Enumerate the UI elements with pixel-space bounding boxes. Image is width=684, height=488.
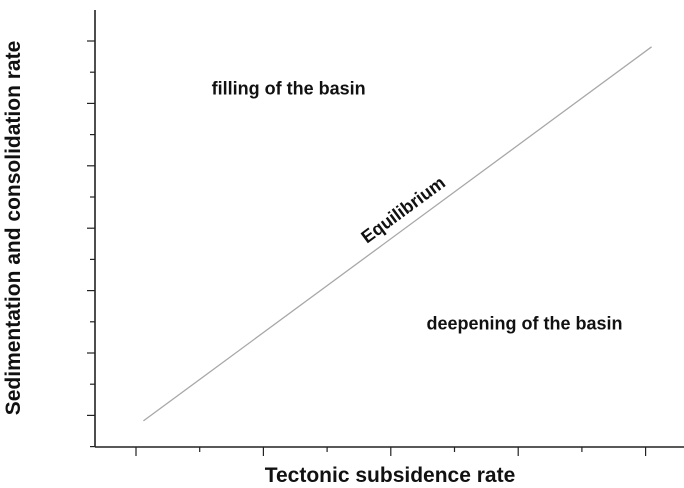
axes [87,10,684,456]
region-label-deepening: deepening of the basin [426,314,622,334]
region-label-filling: filling of the basin [212,79,366,99]
x-ticks [135,447,647,456]
series-layer [143,46,652,422]
y-ticks [87,40,95,448]
series-line-0 [143,46,652,422]
x-axis-title: Tectonic subsidence rate [265,464,516,487]
y-axis-title: Sedimentation and consolidation rate [2,41,25,416]
series-label-equilibrium: Equilibrium [357,172,449,247]
